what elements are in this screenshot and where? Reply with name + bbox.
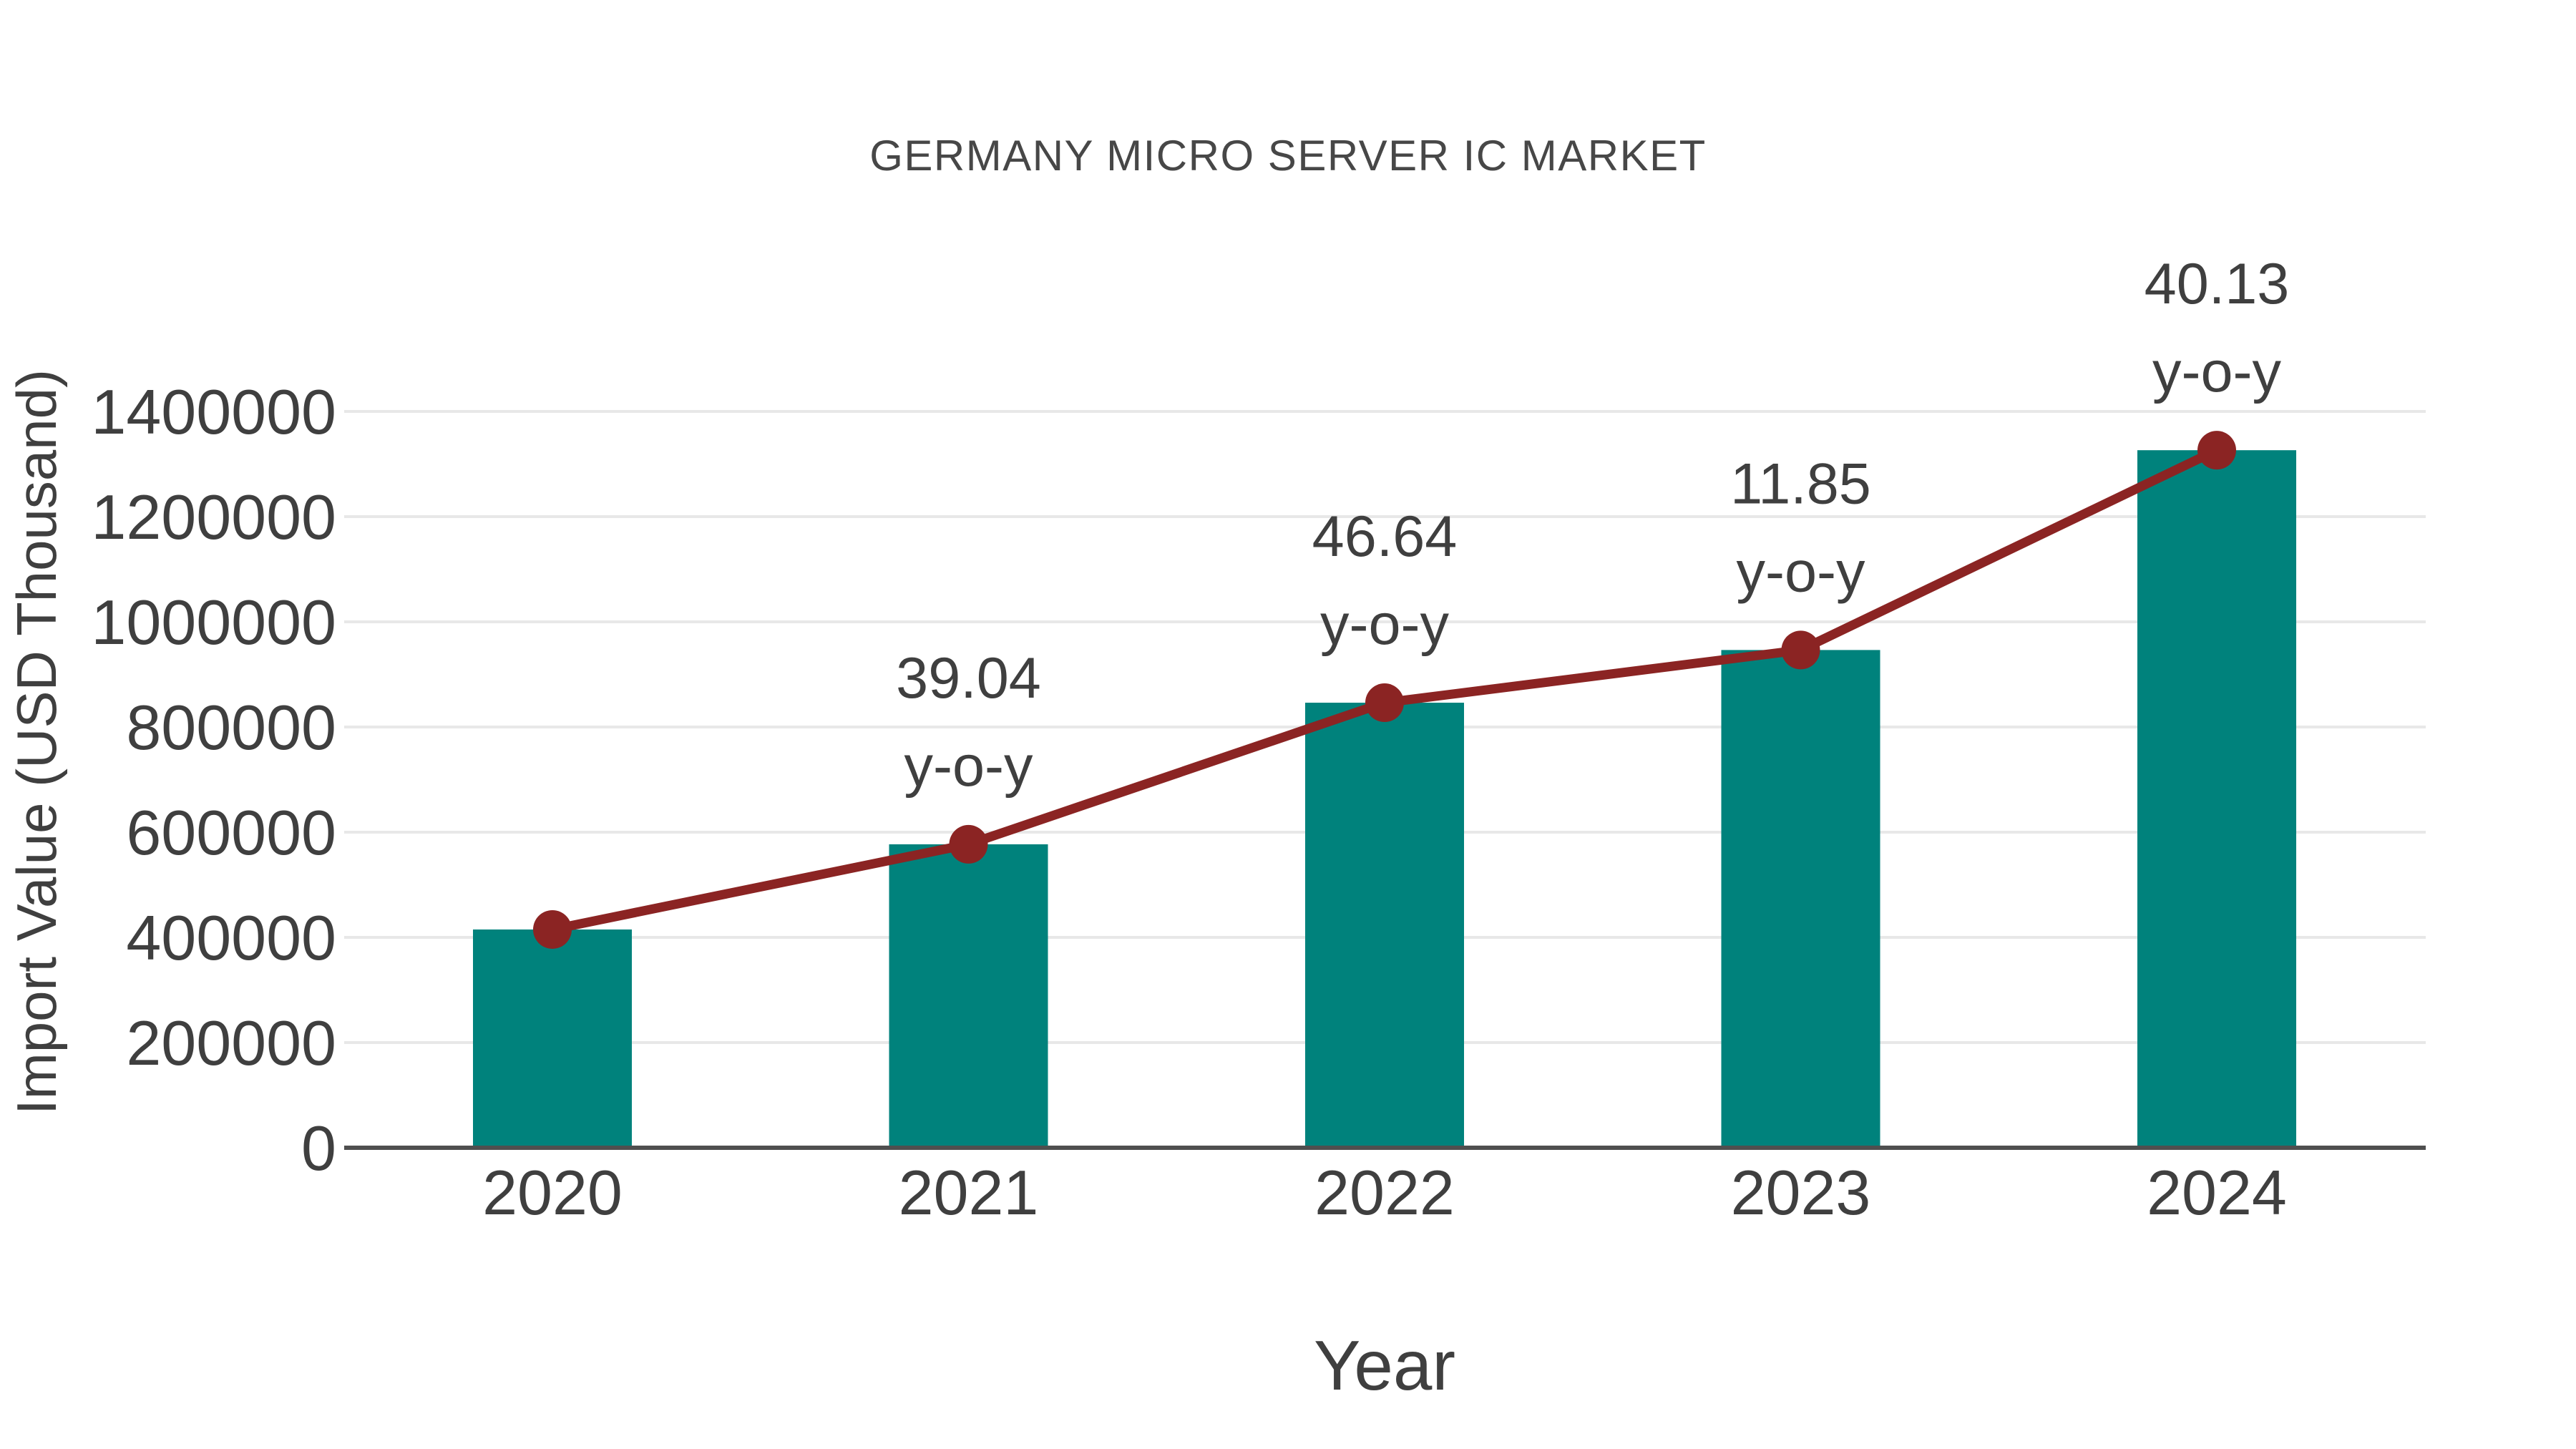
line-series bbox=[533, 431, 2236, 949]
yoy-value-label: 11.85 bbox=[1730, 452, 1871, 516]
x-axis-title: Year bbox=[1314, 1326, 1455, 1405]
y-tick-label: 1400000 bbox=[91, 376, 336, 447]
bar-series bbox=[473, 450, 2296, 1148]
bar bbox=[1721, 650, 1880, 1148]
data-point-marker bbox=[1365, 683, 1404, 723]
y-axis-title: Import Value (USD Thousand) bbox=[5, 369, 68, 1115]
x-tick-label: 2020 bbox=[482, 1157, 623, 1228]
y-tick-label: 200000 bbox=[126, 1008, 336, 1078]
x-axis-ticks: 2020 2021 2022 2023 2024 bbox=[482, 1157, 2287, 1228]
y-tick-label: 1000000 bbox=[91, 587, 336, 658]
yoy-suffix-label: y-o-y bbox=[2152, 340, 2281, 404]
yoy-value-label: 46.64 bbox=[1312, 504, 1458, 569]
bar bbox=[473, 929, 632, 1148]
y-tick-label: 400000 bbox=[126, 902, 336, 973]
data-point-marker bbox=[1781, 630, 1820, 670]
data-point-marker bbox=[2197, 431, 2236, 470]
y-axis-ticks: 0 200000 400000 600000 800000 1000000 1200000 1… bbox=[91, 376, 336, 1184]
x-tick-label: 2022 bbox=[1314, 1157, 1455, 1228]
bar bbox=[889, 844, 1048, 1148]
data-point-marker bbox=[533, 909, 572, 949]
yoy-value-label: 39.04 bbox=[896, 646, 1041, 711]
y-tick-label: 800000 bbox=[126, 692, 336, 763]
yoy-value-label: 40.13 bbox=[2145, 252, 2290, 316]
y-tick-label: 600000 bbox=[126, 797, 336, 868]
y-tick-label: 1200000 bbox=[91, 482, 336, 552]
x-tick-label: 2024 bbox=[2147, 1157, 2287, 1228]
x-tick-label: 2023 bbox=[1731, 1157, 1871, 1228]
bar bbox=[2137, 450, 2296, 1148]
data-point-marker bbox=[949, 824, 988, 864]
bar bbox=[1305, 703, 1464, 1148]
x-tick-label: 2021 bbox=[899, 1157, 1039, 1228]
yoy-suffix-label: y-o-y bbox=[1320, 592, 1449, 657]
yoy-suffix-label: y-o-y bbox=[904, 734, 1033, 799]
y-tick-label: 0 bbox=[301, 1113, 336, 1184]
data-labels: 39.04 y-o-y 46.64 y-o-y 11.85 y-o-y 40.13 y-o-y bbox=[896, 252, 2289, 799]
yoy-suffix-label: y-o-y bbox=[1737, 540, 1865, 604]
chart-title: GERMANY MICRO SERVER IC MARKET bbox=[869, 132, 1707, 180]
